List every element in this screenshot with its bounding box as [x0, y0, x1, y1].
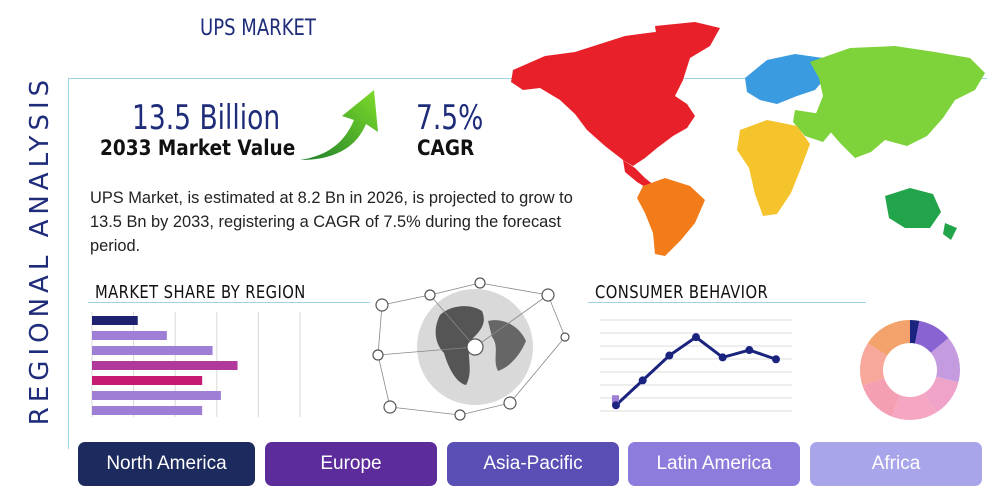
consumer-behavior-title: CONSUMER BEHAVIOR — [595, 282, 769, 303]
cagr-label: CAGR — [417, 136, 475, 160]
world-map-icon — [511, 22, 985, 256]
tab-north-america[interactable]: North America — [78, 442, 255, 486]
line-point — [718, 353, 727, 362]
donut-slice — [867, 320, 910, 356]
bar — [92, 391, 221, 400]
africa-region — [737, 120, 810, 216]
market-value-label: 2033 Market Value — [100, 136, 296, 160]
north-america-region — [511, 32, 695, 166]
market-share-divider — [88, 302, 370, 303]
donut-slice — [862, 378, 901, 417]
line-point — [612, 401, 620, 410]
market-share-title: MARKET SHARE BY REGION — [95, 282, 306, 303]
line-point — [692, 333, 700, 342]
south-america-region — [637, 178, 705, 256]
market-value: 13.5 Billion — [132, 98, 281, 138]
line-point — [665, 351, 674, 360]
line-point — [772, 355, 780, 364]
growth-arrow-icon — [300, 90, 378, 160]
greenland-region — [655, 22, 720, 58]
bar — [92, 316, 138, 325]
market-share-bar-chart — [91, 312, 301, 417]
donut-slice — [891, 392, 937, 420]
bar — [92, 406, 203, 415]
side-title: REGIONAL ANALYSIS — [25, 74, 55, 426]
bar — [92, 376, 203, 385]
consumer-behavior-line-chart — [600, 319, 792, 412]
donut-slice — [910, 320, 920, 344]
donut-slice — [860, 343, 888, 386]
tab-asia-pacific[interactable]: Asia-Pacific — [447, 442, 619, 486]
asia-region — [810, 46, 985, 158]
global-network-icon — [372, 277, 570, 421]
tab-latin-america[interactable]: Latin America — [628, 442, 800, 486]
oceania-region — [885, 188, 941, 228]
europe-region — [745, 54, 827, 104]
consumer-behavior-donut-chart — [860, 320, 960, 420]
bar — [92, 346, 213, 355]
line-point — [745, 346, 754, 355]
tab-europe[interactable]: Europe — [265, 442, 437, 486]
market-description: UPS Market, is estimated at 8.2 Bn in 20… — [90, 189, 573, 255]
consumer-behavior-divider — [588, 302, 866, 303]
donut-slice — [930, 338, 960, 383]
tab-africa[interactable]: Africa — [810, 442, 982, 486]
donut-slice — [915, 320, 949, 353]
donut-slice — [924, 376, 959, 413]
cagr-value: 7.5% — [416, 98, 484, 138]
page-title: UPS MARKET — [200, 16, 316, 41]
line-point — [638, 376, 647, 385]
line-marker-start — [612, 395, 619, 406]
bar — [92, 361, 238, 370]
bar — [92, 331, 167, 340]
